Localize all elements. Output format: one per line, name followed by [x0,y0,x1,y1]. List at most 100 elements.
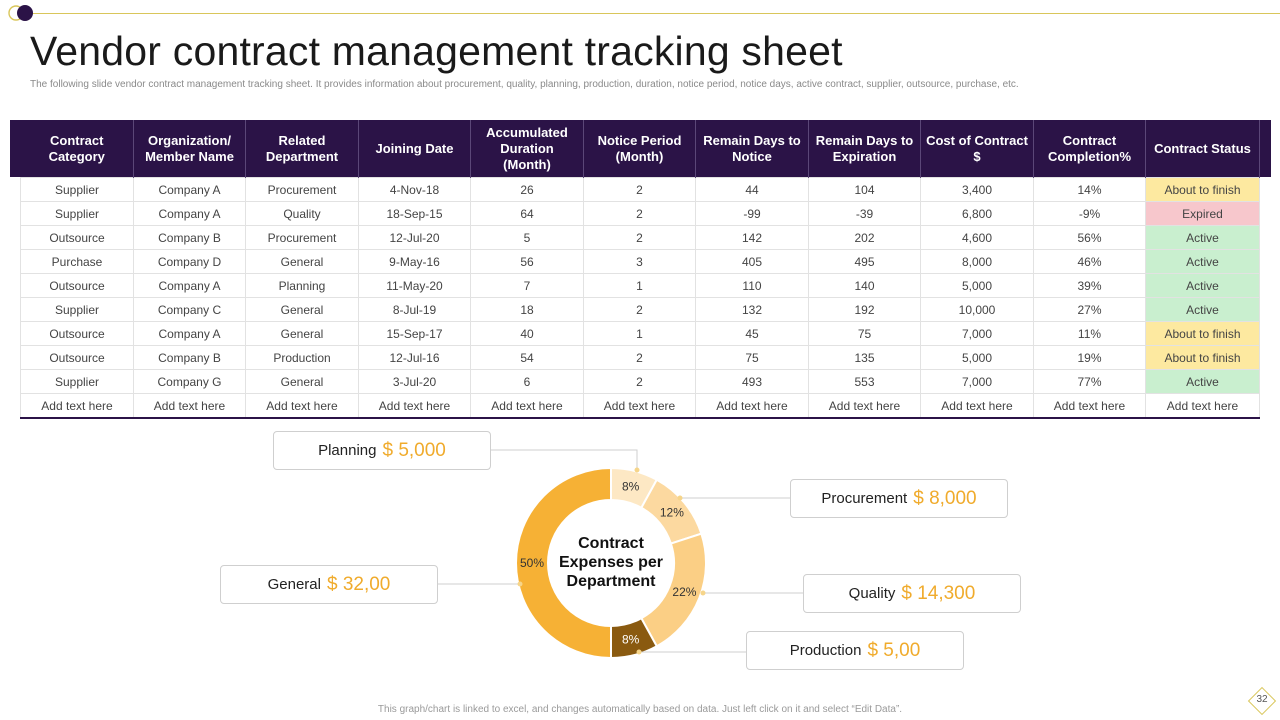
table-cell: 5 [470,225,584,250]
table-cell: Add text here [808,393,921,419]
status-cell: Active [1145,273,1260,298]
column-header: Cost of Contract $ [920,120,1034,178]
table-cell: 140 [808,273,921,298]
page-number: 32 [1256,694,1268,705]
table-cell: 56 [470,249,584,274]
table-cell: Company A [133,177,246,202]
table-row: Outsource Company A Planning 11-May-20 7 1 110… [20,273,1260,298]
table-cell: 12-Jul-16 [358,345,471,370]
table-cell: 56% [1033,225,1146,250]
status-cell: Active [1145,225,1260,250]
callout-procurement-amount: $ 8,000 [913,487,977,509]
table-cell: 44 [695,177,809,202]
table-cell: 495 [808,249,921,274]
table-cell: 8-Jul-19 [358,297,471,322]
table-cell: 26 [470,177,584,202]
table-cell: General [245,297,359,322]
table-cell: Quality [245,201,359,226]
table-cell: 132 [695,297,809,322]
table-cell: 27% [1033,297,1146,322]
table-cell: 493 [695,369,809,394]
leader-line-planning [490,449,638,470]
table-cell: 405 [695,249,809,274]
callout-planning-amount: $ 5,000 [382,439,446,461]
table-row: Outsource Company B Procurement 12-Jul-20 5 2… [20,225,1260,250]
table-cell: 12-Jul-20 [358,225,471,250]
table-cell: Company G [133,369,246,394]
table-row: Purchase Company D General 9-May-16 56 3 405 49… [20,249,1260,274]
table-row: Supplier Company G General 3-Jul-20 6 2 493 553… [20,369,1260,394]
table-row: Add text here Add text here Add text here A… [20,393,1260,419]
table-cell: 142 [695,225,809,250]
callout-production: Production $ 5,00 [746,631,964,670]
table-cell: 77% [1033,369,1146,394]
footer-note: This graph/chart is linked to excel, and… [377,704,903,715]
table-cell: -99 [695,201,809,226]
callout-production-label: Production [789,642,862,659]
table-cell: 18-Sep-15 [358,201,471,226]
callout-production-amount: $ 5,00 [867,639,921,661]
data-label-quality: 22% [672,585,696,599]
table-cell: 8,000 [920,249,1034,274]
data-label-production: 8% [622,633,640,647]
table-cell: General [245,321,359,346]
table-cell: Company C [133,297,246,322]
table-cell: 4-Nov-18 [358,177,471,202]
table-cell: Add text here [245,393,359,419]
expenses-donut-chart: 8% 12% 22% 8% 50% [436,449,803,660]
table-cell: 2 [583,297,696,322]
table-cell: Add text here [20,393,134,419]
table-cell: 104 [808,177,921,202]
table-cell: Company A [133,321,246,346]
status-cell: About to finish [1145,177,1260,202]
data-label-planning: 8% [622,479,640,493]
table-cell: Supplier [20,177,134,202]
table-cell: Add text here [583,393,696,419]
table-cell: 45 [695,321,809,346]
table-row: Supplier Company C General 8-Jul-19 18 2 132 19… [20,297,1260,322]
leader-dot-planning [634,467,640,473]
contract-tracking-table: Contract Category Organization/ Member Na… [20,120,1260,419]
table-header-row: Contract Category Organization/ Member Na… [20,120,1260,178]
table-cell: 14% [1033,177,1146,202]
table-cell: Production [245,345,359,370]
table-cell: 2 [583,177,696,202]
table-cell: 3-Jul-20 [358,369,471,394]
table-cell: 75 [808,321,921,346]
table-body: Supplier Company A Procurement 4-Nov-18 26 2 4… [20,177,1260,419]
table-cell: Purchase [20,249,134,274]
table-cell: -9% [1033,201,1146,226]
leader-dot-production [636,649,642,655]
status-cell: Active [1145,249,1260,274]
column-header: Organization/ Member Name [133,120,246,178]
table-cell: 40 [470,321,584,346]
table-cell: 2 [583,201,696,226]
status-cell: About to finish [1145,345,1260,370]
table-cell: 11% [1033,321,1146,346]
table-cell: 11-May-20 [358,273,471,298]
table-cell: 2 [583,225,696,250]
table-cell: 5,000 [920,345,1034,370]
callout-planning-label: Planning [318,442,377,459]
table-cell: 75 [695,345,809,370]
table-cell: Outsource [20,273,134,298]
callout-planning: Planning $ 5,000 [273,431,491,470]
column-header: Related Department [245,120,359,178]
table-cell: 64 [470,201,584,226]
data-label-procurement: 12% [660,506,684,520]
table-cell: 7,000 [920,321,1034,346]
table-cell: Add text here [1033,393,1146,419]
table-cell: General [245,249,359,274]
table-cell: Company A [133,201,246,226]
table-cell: 5,000 [920,273,1034,298]
table-cell: 135 [808,345,921,370]
data-label-general: 50% [520,556,544,570]
table-cell: Outsource [20,321,134,346]
table-cell: Add text here [470,393,584,419]
callout-general-label: General [267,576,321,593]
table-cell: Procurement [245,177,359,202]
page-number-badge: 32 [1247,686,1277,716]
table-cell: Add text here [695,393,809,419]
table-cell: 9-May-16 [358,249,471,274]
table-cell: 2 [583,345,696,370]
